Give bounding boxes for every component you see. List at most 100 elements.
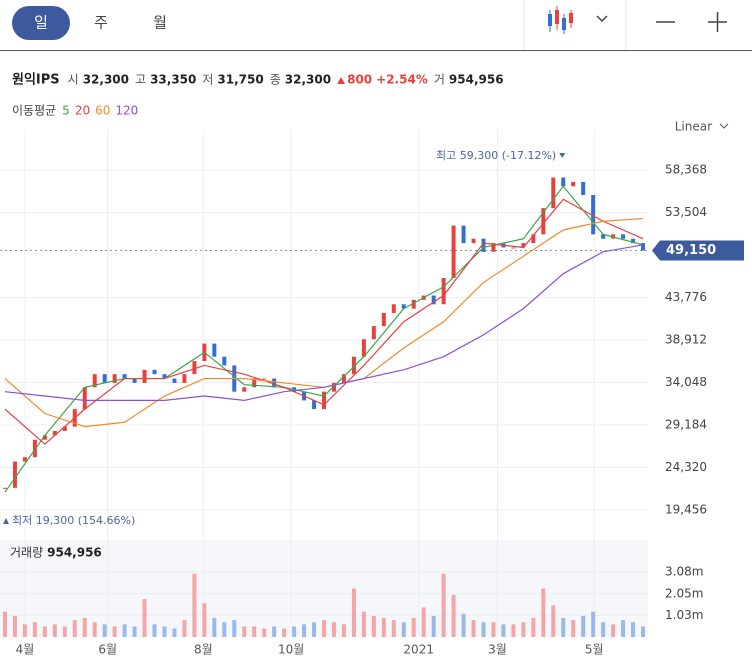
volume-bar [212,618,217,637]
volume-bar [411,618,416,637]
volume-bar [272,626,277,637]
volume-bar [62,626,67,637]
quote-row: 원익IPS 시 32,300 고 33,350 저 31,750 종 32,300 800 +2.5… [12,72,504,88]
volume-bar [351,588,356,637]
volume-bar [551,605,556,637]
y-tick-label: 34,048 [665,375,707,389]
quote-label: 고 [135,73,146,87]
candle [401,304,406,309]
volume-bar [202,603,207,637]
tab[interactable]: 주 [94,14,108,32]
volume-bar [631,622,636,637]
volume-bar [232,620,237,637]
candle [561,177,566,187]
volume-bar [581,615,586,637]
scale-mode[interactable]: Linear [675,120,712,134]
volume-bar [421,607,426,637]
volume-bar [252,626,257,637]
candle [12,461,17,488]
volume-bar [222,622,227,637]
volume-bar [401,622,406,637]
candle [461,225,466,244]
chart-type-icon[interactable] [548,6,573,34]
volume-bar [491,622,496,637]
candle [621,234,626,239]
last-price-label: 49,150 [666,243,716,258]
volume-bar [132,626,137,637]
candle [351,356,356,375]
tab[interactable]: 일 [34,14,48,32]
quote-value: 31,750 [217,73,263,87]
volume-bar [371,615,376,637]
candle [262,378,267,380]
volume-bar [242,626,247,637]
volume-bar [312,622,317,637]
candle [32,439,37,458]
volume-bar [292,626,297,637]
candle [182,374,187,383]
volume-bar [22,624,27,637]
quote-value: 32,300 [83,73,129,87]
y-tick-label: 53,504 [665,205,707,219]
low-annotation: 최저 19,300 (154.66%) [12,514,135,527]
ma-legend: 이동평균 5 20 60 120 [12,104,138,118]
ma-legend-item: 5 [62,104,70,118]
candle [22,457,27,462]
volume-title: 거래량 [10,546,43,560]
moving-average-line [4,244,644,402]
x-tick-label: 4월 [16,643,35,657]
ma-legend-item: 60 [95,104,110,118]
y-tick-label: 58,368 [665,162,707,176]
candle [601,234,606,239]
x-tick-label: 6월 [98,643,117,657]
candle [152,369,157,375]
candle [641,243,646,251]
candle [331,382,336,392]
quote-value: 33,350 [150,73,196,87]
volume-bar [262,628,267,637]
low-marker [3,518,9,524]
volume-bar [32,622,37,637]
candle [571,181,576,187]
plot: 4월 6월 8월 10월 2021 3월 5월 58,368 53,504 43,776 38,91… [0,130,744,657]
dropdown-chevron[interactable] [596,15,608,23]
candle [541,208,546,235]
volume-bar [52,624,57,637]
volume-bar [531,618,536,637]
candle [52,430,57,436]
high-marker [559,153,566,158]
candle [142,369,147,383]
candle [2,487,7,489]
volume-bar [471,620,476,637]
candle [591,195,596,235]
scale-chevron[interactable] [719,123,729,129]
candle [551,177,556,209]
candle [531,234,536,244]
volume-bar [481,622,486,637]
candle [322,391,326,410]
volume-bar [282,628,287,637]
y-tick-label: 24,320 [665,460,707,474]
volume-bar [561,618,566,637]
candle [92,374,97,388]
candle [511,247,516,249]
volume-bar [172,628,177,637]
candle [162,374,167,379]
volume-bar [381,618,386,637]
candle [631,238,636,244]
volume-bar [2,611,7,637]
tab-selected[interactable] [12,6,70,40]
volume-value: 954,956 [47,546,102,560]
candle [581,181,586,196]
high-annotation: 최고 59,300 (-17.12%) [436,149,556,162]
zoom-in[interactable] [708,12,727,32]
volume-bar [92,622,97,637]
moving-average-line [4,198,644,445]
candle [451,225,456,279]
quote-label: 저 [202,73,213,87]
volume-bar [521,622,526,637]
tab[interactable]: 월 [153,14,167,32]
quote-change: 800 [347,73,372,87]
candle [172,378,177,383]
